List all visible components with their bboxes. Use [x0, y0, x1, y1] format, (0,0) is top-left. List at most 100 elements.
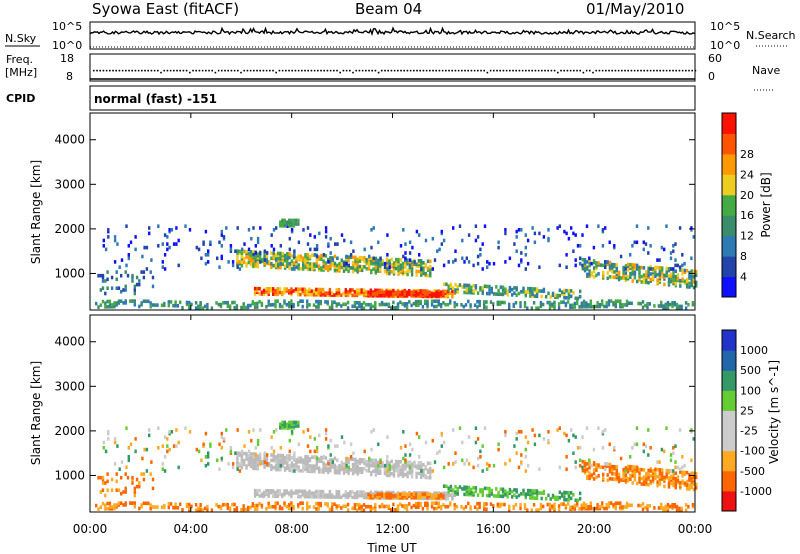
- velocity-cell: [358, 466, 362, 471]
- velocity-cell: [138, 484, 141, 489]
- power-cell: [687, 302, 690, 307]
- power-cell: [386, 267, 389, 271]
- velocity-cell: [615, 465, 618, 469]
- velocity-cell: [177, 440, 180, 445]
- velocity-cell: [115, 503, 118, 507]
- power-cell: [404, 256, 407, 261]
- power-cell: [539, 304, 543, 309]
- velocity-cell: [529, 496, 532, 500]
- power-cell: [143, 245, 146, 250]
- power-cell: [338, 269, 341, 273]
- freq-point: [573, 69, 575, 72]
- velocity-cell: [462, 506, 465, 511]
- velocity-cell: [614, 504, 617, 509]
- velocity-cell: [524, 492, 527, 496]
- freq-point: [352, 71, 354, 74]
- power-cell: [101, 273, 105, 278]
- velocity-cell: [299, 501, 302, 505]
- power-cell: [181, 306, 184, 310]
- velocity-cell: [467, 462, 471, 466]
- velocity-cell: [129, 442, 133, 447]
- power-cell: [485, 305, 488, 310]
- colorbar-segment: [722, 215, 736, 237]
- freq-point: [633, 69, 636, 72]
- velocity-cell: [360, 492, 363, 496]
- velocity-cell: [371, 492, 375, 496]
- freq-point: [461, 69, 463, 72]
- velocity-cell: [340, 435, 344, 439]
- cpid-value: normal (fast) -151: [94, 92, 217, 106]
- power-cell: [629, 271, 632, 276]
- velocity-cell: [245, 464, 248, 468]
- power-cell: [295, 256, 298, 260]
- velocity-cell: [645, 471, 648, 476]
- power-cell: [585, 303, 588, 307]
- power-cell: [417, 292, 420, 296]
- velocity-cell: [142, 472, 146, 476]
- colorbar-tick-label: 4: [740, 271, 747, 284]
- power-cell: [490, 290, 493, 294]
- velocity-cell: [295, 467, 298, 471]
- power-cell: [572, 249, 575, 253]
- velocity-cell: [279, 422, 282, 426]
- velocity-cell: [452, 462, 455, 466]
- power-cell: [590, 261, 593, 266]
- power-cell: [376, 258, 380, 263]
- velocity-cell: [163, 435, 167, 439]
- velocity-cell: [587, 505, 590, 509]
- power-cell: [624, 264, 628, 268]
- velocity-cell: [590, 473, 593, 477]
- power-cell: [633, 263, 637, 267]
- power-cell: [209, 240, 212, 245]
- power-cell: [656, 265, 659, 270]
- velocity-cell: [657, 506, 661, 510]
- power-cell: [583, 258, 587, 262]
- velocity-cell: [199, 503, 202, 507]
- power-cell: [479, 247, 482, 252]
- freq-point: [438, 69, 441, 72]
- velocity-cell: [346, 502, 350, 507]
- power-cell: [431, 236, 434, 241]
- velocity-cell: [546, 502, 549, 507]
- velocity-cell: [683, 463, 686, 468]
- velocity-cell: [358, 493, 361, 498]
- velocity-cell: [674, 444, 677, 448]
- velocity-cell: [345, 469, 348, 474]
- freq-point: [294, 69, 297, 72]
- power-cell: [219, 302, 223, 307]
- power-cell: [601, 228, 605, 232]
- velocity-cell: [506, 494, 509, 499]
- power-cell: [613, 275, 616, 280]
- power-cell: [370, 228, 373, 232]
- freq-point: [345, 69, 348, 72]
- power-cell: [669, 251, 673, 255]
- freq-point: [195, 69, 197, 72]
- power-cell: [574, 233, 577, 237]
- velocity-cell: [286, 426, 289, 430]
- velocity-cell: [181, 508, 184, 512]
- power-cell: [294, 287, 298, 291]
- power-cell: [118, 265, 121, 269]
- power-cell: [524, 253, 527, 257]
- power-cell: [102, 244, 105, 248]
- power-cell: [458, 283, 462, 287]
- power-cell: [665, 270, 668, 274]
- velocity-cell: [454, 492, 457, 496]
- velocity-cell: [168, 430, 171, 434]
- power-cell: [331, 256, 334, 260]
- velocity-cell: [408, 442, 412, 447]
- velocity-cell: [125, 465, 128, 470]
- velocity-cell: [597, 465, 600, 469]
- x-tick-label: 00:00: [678, 522, 713, 536]
- power-cell: [254, 244, 257, 248]
- power-cell: [374, 262, 377, 266]
- velocity-cell: [656, 482, 659, 486]
- power-cell: [533, 231, 537, 236]
- velocity-cell: [333, 463, 337, 468]
- power-cell: [433, 292, 436, 296]
- velocity-cell: [253, 488, 257, 493]
- velocity-cell: [346, 491, 350, 496]
- velocity-cell: [379, 464, 382, 468]
- velocity-cell: [345, 466, 348, 470]
